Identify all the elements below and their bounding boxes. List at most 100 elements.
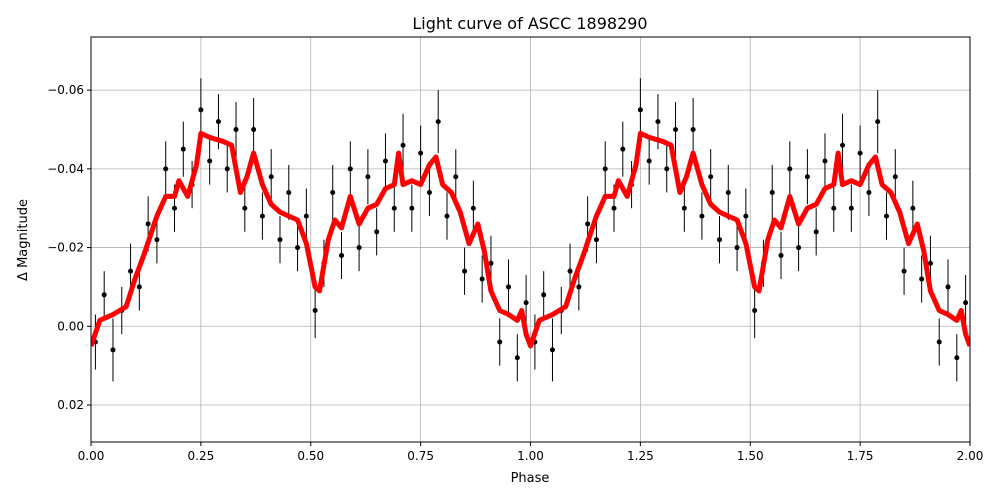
- data-point: [927, 260, 933, 266]
- data-point: [637, 107, 643, 113]
- data-point: [954, 355, 960, 361]
- data-point: [242, 205, 248, 211]
- data-point: [804, 174, 810, 180]
- data-point: [708, 174, 714, 180]
- data-point: [822, 158, 828, 164]
- data-point: [409, 205, 415, 211]
- data-point: [611, 205, 617, 211]
- data-marks: [91, 78, 970, 382]
- data-point: [602, 166, 608, 172]
- data-point: [936, 339, 942, 345]
- y-tick-label: −0.04: [47, 162, 84, 176]
- data-point: [479, 276, 485, 282]
- fit-curve: [91, 130, 970, 349]
- data-point: [883, 213, 889, 219]
- data-point: [233, 126, 239, 132]
- data-point: [259, 213, 265, 219]
- data-point: [857, 150, 863, 156]
- y-tick-label: −0.02: [47, 241, 84, 255]
- data-point: [488, 260, 494, 266]
- x-tick-label: 2.00: [957, 449, 984, 463]
- data-point: [673, 126, 679, 132]
- data-point: [330, 189, 336, 195]
- data-point: [690, 126, 696, 132]
- x-tick-label: 1.00: [517, 449, 544, 463]
- data-point: [646, 158, 652, 164]
- data-point: [840, 142, 846, 148]
- data-point: [831, 205, 837, 211]
- data-point: [400, 142, 406, 148]
- data-point: [145, 221, 151, 227]
- plot-frame: [90, 36, 971, 443]
- y-tick-label: 0.00: [57, 319, 84, 333]
- data-point: [866, 189, 872, 195]
- data-point: [435, 119, 441, 125]
- data-point: [963, 300, 969, 306]
- plot-area: [91, 78, 970, 382]
- data-point: [382, 158, 388, 164]
- data-point: [567, 268, 573, 274]
- data-point: [497, 339, 503, 345]
- x-tick-label: 0.25: [188, 449, 215, 463]
- data-point: [426, 189, 432, 195]
- x-tick-label: 1.50: [737, 449, 764, 463]
- data-point: [277, 237, 283, 243]
- data-point: [180, 146, 186, 152]
- data-point: [163, 166, 169, 172]
- data-point: [796, 245, 802, 251]
- data-point: [224, 166, 230, 172]
- data-point: [136, 284, 142, 290]
- data-point: [725, 189, 731, 195]
- data-point: [470, 205, 476, 211]
- data-point: [295, 245, 301, 251]
- data-point: [549, 347, 555, 353]
- data-point: [365, 174, 371, 180]
- data-point: [875, 119, 881, 125]
- chart-title: Light curve of ASCC 1898290: [412, 14, 647, 33]
- data-point: [593, 237, 599, 243]
- data-point: [514, 355, 520, 361]
- data-point: [303, 213, 309, 219]
- data-point: [356, 245, 362, 251]
- data-point: [110, 347, 116, 353]
- data-point: [716, 237, 722, 243]
- y-tick-label: 0.02: [57, 398, 84, 412]
- data-point: [664, 166, 670, 172]
- x-tick-label: 0.75: [407, 449, 434, 463]
- data-point: [655, 119, 661, 125]
- data-point: [743, 213, 749, 219]
- data-point: [444, 213, 450, 219]
- data-point: [172, 205, 178, 211]
- data-point: [312, 308, 318, 314]
- x-tick-label: 0.50: [297, 449, 324, 463]
- data-point: [892, 174, 898, 180]
- data-point: [813, 229, 819, 235]
- x-tick-label: 1.75: [847, 449, 874, 463]
- data-point: [391, 205, 397, 211]
- data-point: [418, 150, 424, 156]
- data-point: [215, 119, 221, 125]
- x-axis-label: Phase: [511, 471, 550, 486]
- data-point: [506, 284, 512, 290]
- data-point: [374, 229, 380, 235]
- data-point: [339, 252, 345, 258]
- data-point: [769, 189, 775, 195]
- data-point: [154, 237, 160, 243]
- x-tick-label: 0.00: [78, 449, 105, 463]
- data-point: [523, 300, 529, 306]
- y-axis-label: Δ Magnitude: [16, 199, 31, 281]
- data-point: [681, 205, 687, 211]
- data-point: [787, 166, 793, 172]
- y-tick-label: −0.06: [47, 83, 84, 97]
- data-point: [620, 146, 626, 152]
- data-point: [286, 189, 292, 195]
- data-point: [585, 221, 591, 227]
- data-point: [752, 308, 758, 314]
- data-point: [462, 268, 468, 274]
- data-point: [128, 268, 134, 274]
- data-point: [945, 284, 951, 290]
- data-point: [268, 174, 274, 180]
- data-point: [347, 166, 353, 172]
